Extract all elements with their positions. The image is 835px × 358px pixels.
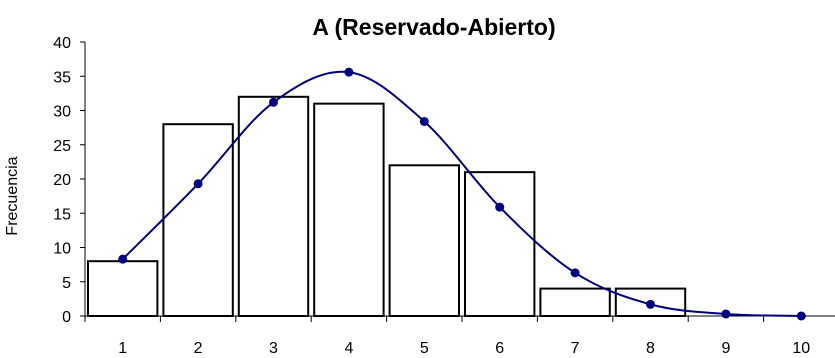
bars-layer	[87, 95, 687, 318]
y-tick-label: 15	[53, 206, 71, 223]
bar	[464, 171, 536, 317]
curve-point	[570, 268, 580, 278]
x-tick-label: 9	[721, 340, 730, 357]
y-tick-label: 30	[53, 104, 71, 121]
x-tick-label: 4	[344, 340, 353, 357]
y-axis-label: Frecuencia	[4, 156, 21, 235]
y-tick-label: 35	[53, 69, 71, 86]
y-tick-label: 10	[53, 241, 71, 258]
x-tick-label: 5	[420, 340, 429, 357]
curve-point	[344, 67, 354, 77]
curve-point	[796, 311, 806, 321]
x-tick-label: 10	[792, 340, 810, 357]
y-tick-label: 40	[53, 35, 71, 52]
y-tick-label: 20	[53, 172, 71, 189]
x-tick-label: 6	[495, 340, 504, 357]
curve-point	[721, 309, 731, 319]
curve-point	[419, 116, 429, 126]
curve-point	[193, 179, 203, 189]
bar	[87, 260, 159, 318]
curve-layer	[118, 67, 806, 321]
curve-point	[495, 202, 505, 212]
curve-point	[269, 97, 278, 107]
bar	[388, 164, 461, 317]
bar	[313, 102, 385, 318]
x-tick-label: 7	[571, 340, 580, 357]
bar	[162, 123, 234, 317]
curve-point	[646, 299, 655, 309]
curve-point	[118, 254, 128, 264]
x-tick-label: 3	[269, 340, 278, 357]
chart-title: A (Reservado-Abierto)	[312, 14, 555, 40]
x-tick-label: 1	[118, 340, 127, 357]
x-tick-label: 2	[194, 340, 203, 357]
y-tick-label: 5	[62, 275, 71, 292]
fitted-curve-line	[121, 70, 802, 317]
bar	[237, 95, 310, 317]
y-tick-label: 25	[53, 138, 71, 155]
x-tick-label: 8	[646, 340, 655, 357]
y-tick-label: 0	[62, 309, 71, 326]
tick-labels-layer: 0 5 10 15 20 25 30 35 40 1 2 3 4 5 6 7 8 9 10	[53, 35, 810, 357]
bar	[539, 287, 611, 318]
axes-layer	[80, 41, 835, 322]
